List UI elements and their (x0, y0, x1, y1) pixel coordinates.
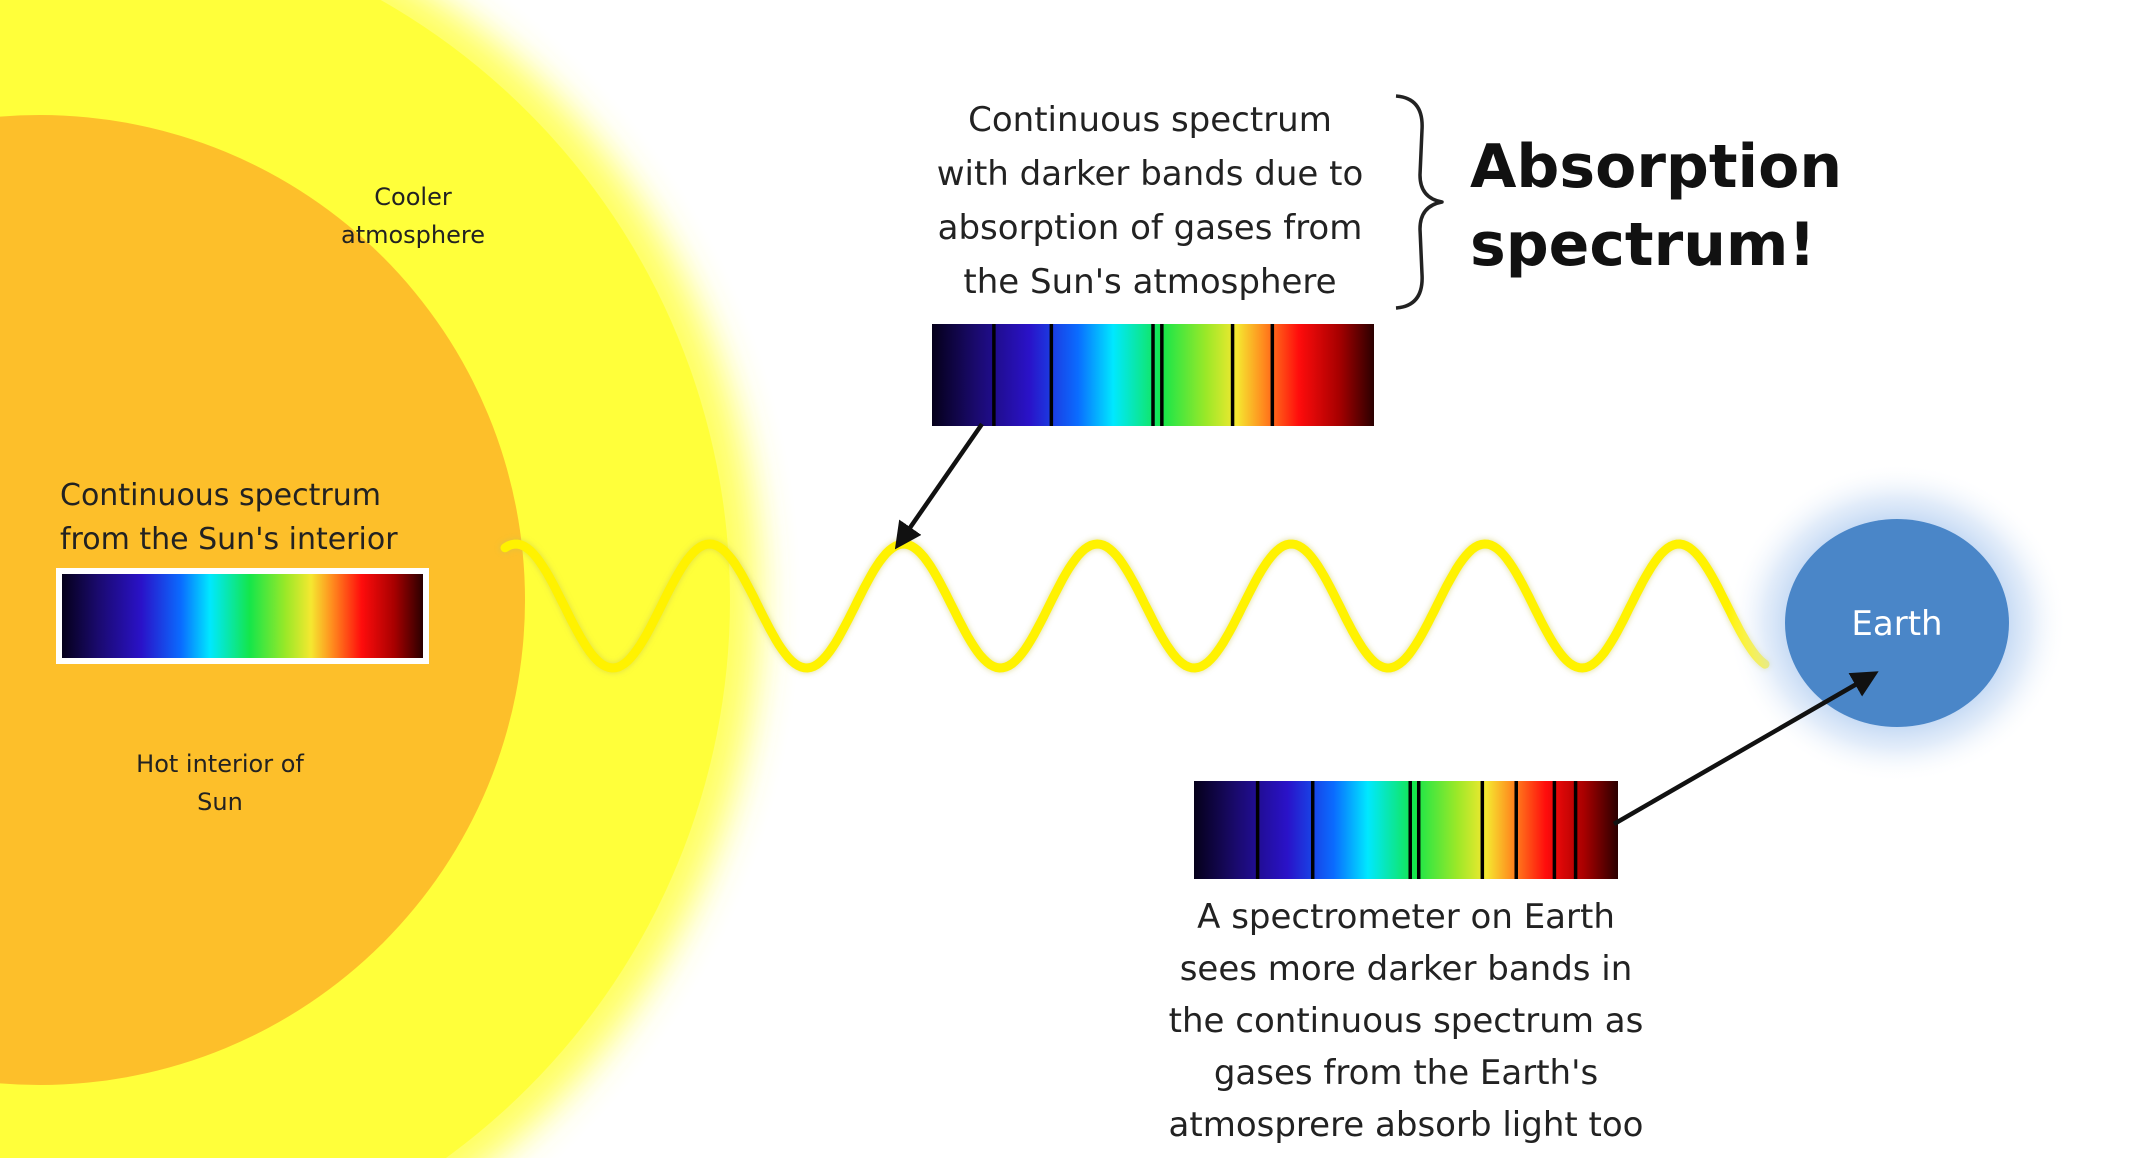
earth-spectrum (1188, 775, 1624, 885)
sun-interior-label: Hot interior of Sun (136, 750, 304, 816)
interior-spectrum-bar (62, 574, 423, 658)
curly-brace-icon (1395, 94, 1444, 310)
arrow-icon (894, 422, 984, 550)
arrow-icon (1612, 671, 1879, 826)
earth-disk (1785, 519, 2009, 727)
earth-spectrum-caption: A spectrometer on Earth sees more darker… (1168, 897, 1644, 1145)
earth-spectrum-bar (1194, 781, 1618, 879)
atmosphere-spectrum-caption: Continuous spectrum with darker bands du… (936, 100, 1364, 302)
earth-label: Earth (1851, 604, 1942, 644)
atmosphere-spectrum (926, 318, 1380, 432)
light-wave-icon (500, 538, 1770, 674)
sun-atmosphere-label: Cooler atmosphere (341, 183, 485, 249)
interior-spectrum-caption: Continuous spectrum from the Sun's inter… (60, 478, 398, 557)
earth-icon: Earth (1727, 463, 2067, 783)
result-title: Absorption spectrum! (1470, 132, 1843, 280)
interior-spectrum (56, 568, 429, 664)
